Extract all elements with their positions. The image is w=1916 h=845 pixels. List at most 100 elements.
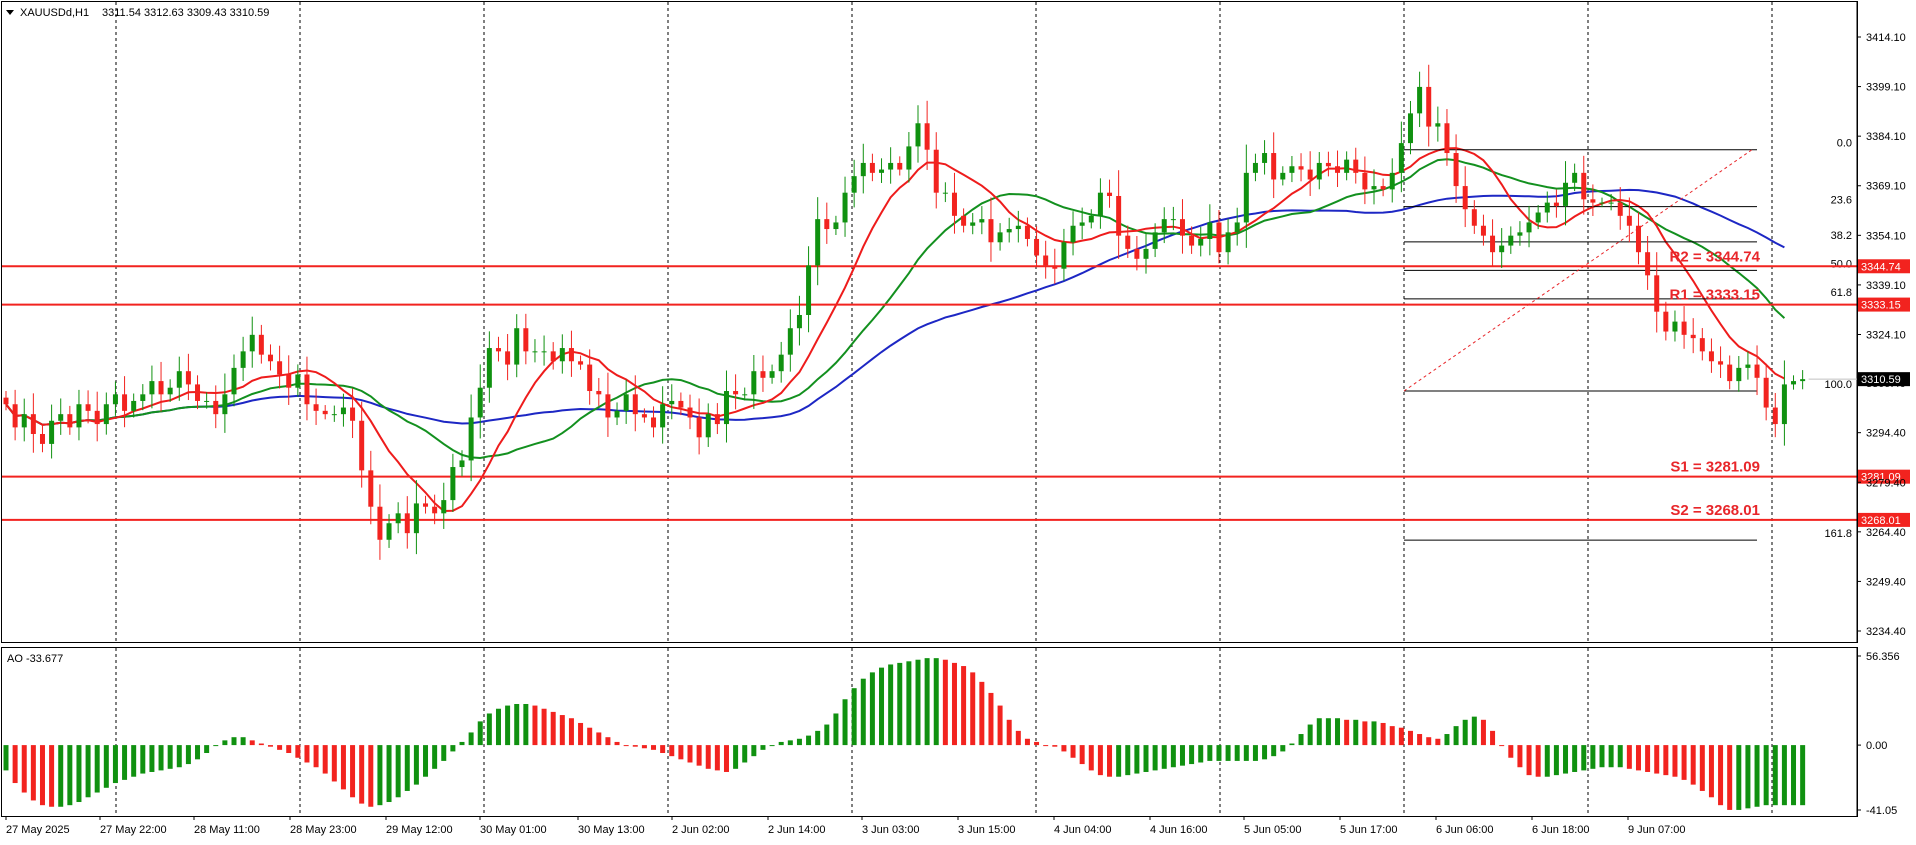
- candle-body: [1052, 265, 1058, 269]
- candle-body: [76, 404, 82, 428]
- candle-body: [1134, 248, 1140, 259]
- candle-body: [12, 404, 18, 428]
- fib-trend-line: [1403, 149, 1753, 392]
- candle-body: [869, 162, 875, 173]
- ao-bar: [1490, 730, 1496, 746]
- candle-body: [860, 162, 866, 177]
- ao-bar: [1134, 745, 1140, 774]
- ao-bar: [578, 722, 584, 746]
- ao-bar: [651, 745, 657, 750]
- ao-bar: [1116, 745, 1122, 777]
- fibonacci-retracement: 0.0 23.6 38.2 50.0 61.8 100.0 161.8: [1403, 138, 1852, 541]
- ao-bar: [1708, 745, 1714, 798]
- candlesticks: [3, 64, 1806, 560]
- candle-body: [85, 404, 91, 411]
- ao-bar: [359, 745, 365, 804]
- ao-bar: [267, 745, 273, 747]
- ao-bar: [879, 667, 885, 746]
- ao-bar: [1462, 719, 1468, 746]
- candle-body: [833, 222, 839, 230]
- candle-body: [1681, 321, 1687, 335]
- ao-bar: [550, 711, 556, 746]
- ao-bar: [1553, 745, 1559, 776]
- ao-bar: [824, 724, 830, 746]
- ao-bar: [514, 703, 520, 746]
- time-tick-label: 4 Jun 16:00: [1150, 824, 1208, 836]
- time-tick-label: 27 May 22:00: [100, 824, 167, 836]
- candle-body: [1015, 225, 1021, 230]
- fib-level-label: 38.2: [1831, 230, 1852, 242]
- candle-body: [122, 394, 128, 411]
- ao-bar: [112, 745, 118, 784]
- ao-bar: [979, 681, 985, 746]
- ao-bar: [240, 737, 246, 746]
- candle-body: [1107, 192, 1113, 196]
- ao-bar: [641, 745, 647, 749]
- candle-body: [1718, 361, 1724, 365]
- candle-body: [696, 417, 702, 438]
- ao-bar: [568, 718, 574, 746]
- candle-body: [304, 374, 310, 405]
- candle-body: [368, 470, 374, 507]
- candle-body: [1745, 364, 1751, 368]
- ao-bar: [85, 745, 91, 798]
- candle-body: [806, 265, 812, 315]
- ao-bar: [1398, 727, 1404, 746]
- candle-body: [1563, 182, 1569, 206]
- ao-bar: [1207, 745, 1213, 761]
- ao-bar: [796, 738, 802, 746]
- candle-body: [1234, 222, 1240, 233]
- ao-bar: [30, 745, 36, 801]
- level-price-tag-text: 3333.15: [1861, 300, 1901, 312]
- candle-body: [778, 354, 784, 372]
- candle-body: [1262, 153, 1268, 163]
- ao-bar: [423, 745, 429, 777]
- candle-body: [1526, 222, 1532, 233]
- fib-level-label: 61.8: [1831, 287, 1852, 299]
- ao-bar: [94, 745, 100, 793]
- ao-bar: [1353, 719, 1359, 746]
- symbol-menu-icon[interactable]: [6, 10, 14, 15]
- ao-indicator-label: AO -33.677: [7, 653, 63, 665]
- candle-body: [1544, 202, 1550, 213]
- time-tick-label: 2 Jun 14:00: [768, 824, 826, 836]
- ao-bar: [1271, 745, 1277, 757]
- candle-body: [495, 348, 501, 352]
- candle-body: [1170, 219, 1176, 221]
- ao-bar: [1590, 745, 1596, 769]
- ao-bar: [1535, 745, 1541, 777]
- ao-bar: [39, 745, 45, 806]
- price-tick-label: 3399.10: [1866, 82, 1906, 94]
- candle-body: [67, 414, 73, 428]
- ao-bar: [705, 745, 711, 769]
- candle-body: [331, 414, 337, 416]
- candle-body: [906, 146, 912, 170]
- time-axis[interactable]: 27 May 2025 27 May 22:00 28 May 11:00 28 Ma…: [5, 816, 1686, 836]
- time-tick-label: 28 May 23:00: [290, 824, 357, 836]
- candle-body: [961, 215, 967, 226]
- candle-body: [1754, 364, 1760, 378]
- ao-bar: [1225, 745, 1231, 761]
- ao-bar: [1763, 745, 1769, 806]
- ao-bar: [1581, 745, 1587, 771]
- candle-body: [1617, 202, 1623, 216]
- candle-body: [1298, 166, 1304, 170]
- candle-body: [1380, 186, 1386, 190]
- price-axis[interactable]: 3234.403249.403264.403279.403294.403309.…: [1808, 2, 1910, 642]
- ao-bar: [1471, 716, 1477, 746]
- level-price-tag-text: 3344.74: [1861, 261, 1901, 273]
- ao-bar: [213, 745, 219, 747]
- candle-body: [1143, 248, 1149, 259]
- ao-bar: [1544, 745, 1550, 777]
- candle-body: [1061, 242, 1067, 269]
- ao-bar: [149, 745, 155, 772]
- moving-averages: [5, 147, 1786, 513]
- candle-body: [1316, 162, 1322, 180]
- candle-body: [322, 410, 328, 415]
- candle-body: [1088, 215, 1094, 223]
- ao-bar: [687, 745, 693, 763]
- ao-bar: [12, 745, 18, 784]
- candle-body: [1371, 186, 1377, 190]
- candle-body: [58, 414, 64, 421]
